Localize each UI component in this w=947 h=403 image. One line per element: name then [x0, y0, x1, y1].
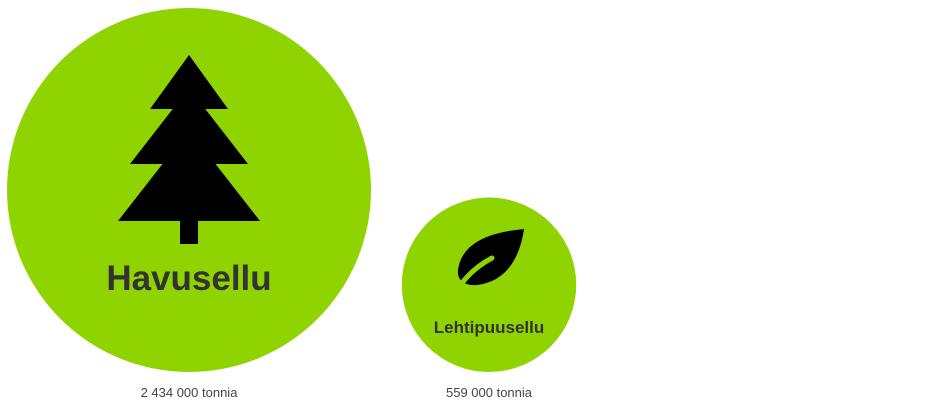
bubble-lehtipuusellu: [401, 197, 577, 372]
category-label-havusellu: Havusellu: [106, 259, 271, 298]
bubble-group-lehtipuusellu: Lehtipuusellu: [401, 197, 577, 372]
category-label-lehtipuusellu: Lehtipuusellu: [434, 318, 545, 337]
bubble-group-havusellu: Havusellu: [7, 8, 371, 372]
value-label-havusellu: 2 434 000 tonnia: [141, 385, 239, 400]
value-label-lehtipuusellu: 559 000 tonnia: [446, 385, 533, 400]
leaf-icon: [448, 229, 524, 305]
conifer-tree-icon: [118, 55, 260, 244]
